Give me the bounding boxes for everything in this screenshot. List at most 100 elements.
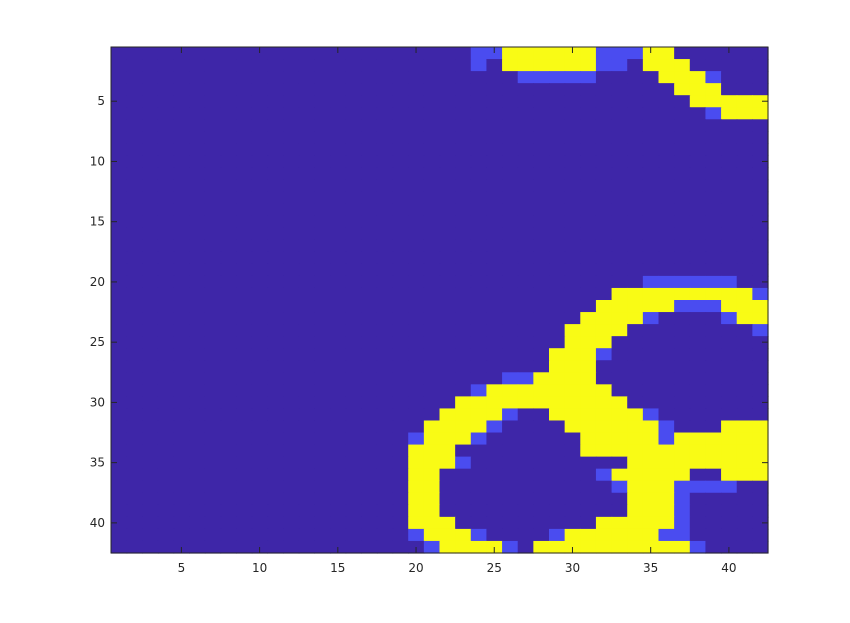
heatmap-cell: [393, 481, 409, 494]
heatmap-cell: [377, 119, 393, 132]
heatmap-cell: [752, 192, 768, 205]
heatmap-cell: [408, 457, 424, 470]
heatmap-cell: [267, 59, 283, 72]
heatmap-cell: [580, 216, 596, 229]
heatmap-cell: [580, 300, 596, 313]
heatmap-cell: [205, 288, 221, 301]
heatmap-cell: [627, 288, 643, 301]
heatmap-cell: [377, 396, 393, 409]
heatmap-cell: [236, 240, 252, 253]
heatmap-cell: [565, 204, 581, 217]
heatmap-cell: [721, 83, 737, 96]
heatmap-cell: [346, 420, 362, 433]
heatmap-cell: [752, 505, 768, 518]
heatmap-cell: [674, 445, 690, 458]
heatmap-cell: [440, 529, 456, 542]
heatmap-cell: [580, 95, 596, 108]
heatmap-cell: [424, 445, 440, 458]
heatmap-cell: [346, 312, 362, 325]
heatmap-cell: [174, 95, 190, 108]
heatmap-cell: [361, 47, 377, 60]
heatmap-cell: [674, 204, 690, 217]
heatmap-cell: [205, 252, 221, 265]
heatmap-cell: [752, 360, 768, 373]
heatmap-cell: [565, 312, 581, 325]
heatmap-cell: [424, 71, 440, 84]
heatmap-cell: [486, 324, 502, 337]
heatmap-cell: [643, 288, 659, 301]
heatmap-cell: [236, 300, 252, 313]
heatmap-cell: [549, 276, 565, 289]
heatmap-cell: [580, 469, 596, 482]
heatmap-cell: [612, 204, 628, 217]
heatmap-cell: [518, 445, 534, 458]
heatmap-cell: [221, 107, 237, 120]
heatmap-cell: [580, 457, 596, 470]
heatmap-cell: [205, 360, 221, 373]
heatmap-cell: [721, 312, 737, 325]
heatmap-cell: [361, 264, 377, 277]
heatmap-cell: [659, 167, 675, 180]
heatmap-cell: [705, 276, 721, 289]
heatmap-cell: [580, 529, 596, 542]
heatmap-cell: [705, 143, 721, 156]
heatmap-cell: [627, 336, 643, 349]
heatmap-cell: [221, 276, 237, 289]
heatmap-cell: [643, 276, 659, 289]
heatmap-cell: [612, 276, 628, 289]
heatmap-cell: [659, 384, 675, 397]
heatmap-cell: [252, 276, 268, 289]
heatmap-cell: [127, 192, 143, 205]
heatmap-cell: [721, 348, 737, 361]
heatmap-cell: [408, 71, 424, 84]
heatmap-cell: [127, 312, 143, 325]
heatmap-cell: [596, 324, 612, 337]
heatmap-cell: [142, 541, 158, 554]
heatmap-cell: [111, 47, 127, 60]
heatmap-cell: [158, 95, 174, 108]
heatmap-cell: [189, 384, 205, 397]
heatmap-cell: [314, 131, 330, 144]
heatmap-cell: [174, 264, 190, 277]
heatmap-cell: [549, 83, 565, 96]
heatmap-cell: [361, 167, 377, 180]
heatmap-cell: [205, 155, 221, 168]
heatmap-cell: [252, 228, 268, 241]
heatmap-cell: [205, 517, 221, 530]
heatmap-cell: [314, 167, 330, 180]
heatmap-cell: [205, 469, 221, 482]
heatmap-cell: [737, 167, 753, 180]
heatmap-cell: [659, 300, 675, 313]
heatmap-cell: [424, 396, 440, 409]
heatmap-cell: [142, 517, 158, 530]
heatmap-cell: [627, 420, 643, 433]
heatmap-cell: [705, 288, 721, 301]
heatmap-cell: [127, 420, 143, 433]
heatmap-cell: [174, 288, 190, 301]
heatmap-cell: [737, 372, 753, 385]
heatmap-cell: [205, 47, 221, 60]
heatmap-cell: [330, 336, 346, 349]
heatmap-cell: [643, 71, 659, 84]
heatmap-cell: [659, 348, 675, 361]
heatmap-cell: [471, 445, 487, 458]
heatmap-cell: [502, 192, 518, 205]
heatmap-cell: [330, 517, 346, 530]
heatmap-cell: [377, 517, 393, 530]
heatmap-cell: [737, 300, 753, 313]
heatmap-cell: [643, 384, 659, 397]
heatmap-cell: [236, 312, 252, 325]
heatmap-cell: [721, 517, 737, 530]
heatmap-cell: [737, 348, 753, 361]
heatmap-cell: [393, 83, 409, 96]
heatmap-cell: [737, 252, 753, 265]
heatmap-cell: [221, 541, 237, 554]
heatmap-cell: [314, 288, 330, 301]
heatmap-cell: [502, 47, 518, 60]
heatmap-cell: [330, 228, 346, 241]
heatmap-cell: [549, 131, 565, 144]
heatmap-cell: [346, 384, 362, 397]
heatmap-cell: [424, 348, 440, 361]
heatmap-cell: [314, 384, 330, 397]
